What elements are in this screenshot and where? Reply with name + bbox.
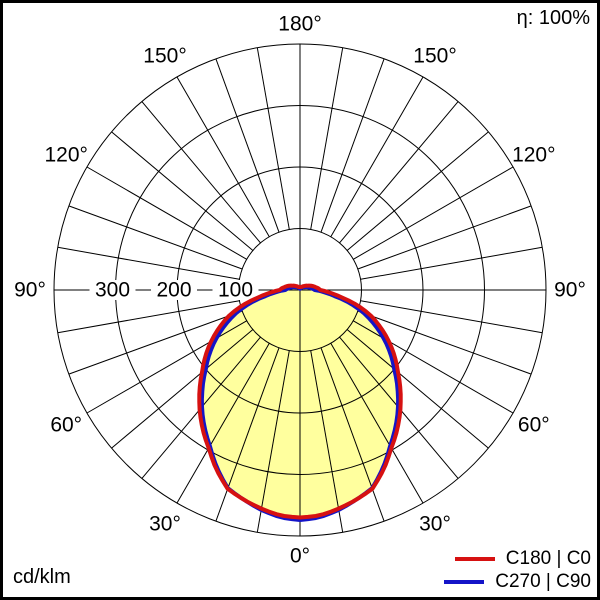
angle-label: 180° xyxy=(278,13,321,36)
angle-label: 90° xyxy=(14,279,46,302)
angle-label: 30° xyxy=(149,512,181,535)
legend-label-c90: C270 | C90 xyxy=(495,570,591,592)
radial-tick-label: 100 xyxy=(218,279,253,302)
legend-line-swatch-c90-icon xyxy=(444,579,485,584)
angle-label: 90° xyxy=(554,279,586,302)
legend: C180 | C0 C270 | C90 xyxy=(444,548,591,592)
angle-label: 120° xyxy=(512,144,555,167)
angle-label: 30° xyxy=(419,512,451,535)
legend-line-swatch-c0-icon xyxy=(454,556,495,561)
angle-label: 150° xyxy=(143,45,186,68)
legend-item-c0: C180 | C0 xyxy=(444,548,591,569)
radial-tick-label: 300 xyxy=(95,279,130,302)
legend-label-c0: C180 | C0 xyxy=(505,547,591,569)
angle-label: 120° xyxy=(44,144,87,167)
radial-tick-label: 200 xyxy=(156,279,191,302)
efficiency-label: η: 100% xyxy=(516,7,590,29)
angle-label: 60° xyxy=(50,414,82,437)
angle-label: 0° xyxy=(290,545,310,568)
unit-label: cd/klm xyxy=(13,566,71,588)
angle-label: 60° xyxy=(518,414,550,437)
angle-label: 150° xyxy=(413,45,456,68)
legend-item-c90: C270 | C90 xyxy=(444,571,591,592)
